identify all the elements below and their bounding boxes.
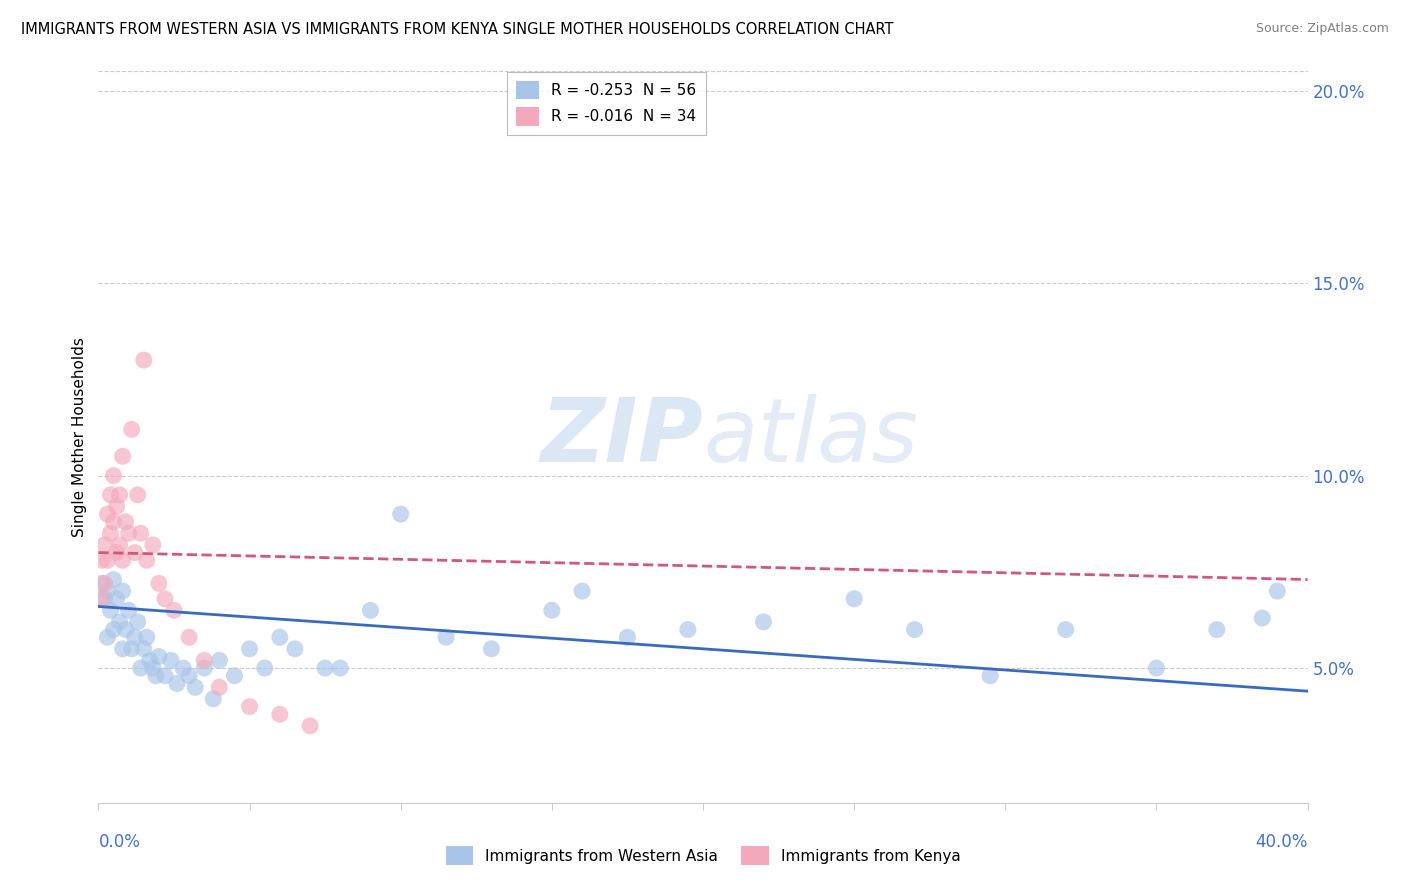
Point — [105, 500, 128, 514]
Point — [114, 623, 136, 637]
Point — [90, 591, 112, 606]
Point — [148, 649, 170, 664]
Point — [105, 545, 128, 559]
Point — [179, 669, 201, 683]
Point — [96, 507, 118, 521]
Point — [111, 450, 134, 464]
Text: ZIP: ZIP — [540, 393, 703, 481]
Point — [111, 584, 134, 599]
Point — [904, 623, 927, 637]
Point — [752, 615, 775, 629]
Point — [299, 719, 322, 733]
Point — [1144, 661, 1167, 675]
Point — [142, 538, 165, 552]
Point — [108, 615, 131, 629]
Point — [100, 603, 122, 617]
Point — [132, 353, 155, 368]
Point — [540, 603, 562, 617]
Point — [1206, 623, 1229, 637]
Point — [103, 573, 125, 587]
Point — [114, 515, 136, 529]
Point — [269, 707, 291, 722]
Point — [103, 468, 125, 483]
Point — [1267, 584, 1289, 599]
Point — [103, 515, 125, 529]
Point — [96, 630, 118, 644]
Point — [208, 653, 231, 667]
Point — [148, 576, 170, 591]
Point — [132, 641, 155, 656]
Point — [118, 603, 141, 617]
Point — [224, 669, 246, 683]
Point — [166, 676, 188, 690]
Point — [676, 623, 699, 637]
Text: Source: ZipAtlas.com: Source: ZipAtlas.com — [1256, 22, 1389, 36]
Point — [93, 538, 115, 552]
Point — [135, 630, 157, 644]
Point — [142, 661, 165, 675]
Point — [90, 553, 112, 567]
Point — [139, 653, 162, 667]
Point — [179, 630, 201, 644]
Point — [314, 661, 336, 675]
Point — [160, 653, 183, 667]
Point — [269, 630, 291, 644]
Point — [1054, 623, 1077, 637]
Point — [129, 526, 152, 541]
Point — [100, 488, 122, 502]
Point — [208, 681, 231, 695]
Text: 40.0%: 40.0% — [1256, 833, 1308, 851]
Point — [253, 661, 276, 675]
Legend: Immigrants from Western Asia, Immigrants from Kenya: Immigrants from Western Asia, Immigrants… — [440, 840, 966, 871]
Y-axis label: Single Mother Households: Single Mother Households — [72, 337, 87, 537]
Point — [172, 661, 194, 675]
Point — [239, 699, 262, 714]
Point — [103, 623, 125, 637]
Point — [118, 526, 141, 541]
Point — [193, 661, 215, 675]
Point — [434, 630, 457, 644]
Text: 0.0%: 0.0% — [98, 833, 141, 851]
Point — [329, 661, 352, 675]
Point — [979, 669, 1001, 683]
Point — [96, 553, 118, 567]
Point — [616, 630, 638, 644]
Point — [127, 615, 149, 629]
Point — [93, 576, 115, 591]
Point — [127, 488, 149, 502]
Point — [844, 591, 866, 606]
Point — [389, 507, 412, 521]
Text: atlas: atlas — [703, 394, 918, 480]
Point — [111, 641, 134, 656]
Point — [571, 584, 593, 599]
Point — [96, 584, 118, 599]
Point — [153, 591, 176, 606]
Point — [184, 681, 207, 695]
Point — [135, 553, 157, 567]
Point — [90, 576, 112, 591]
Point — [481, 641, 503, 656]
Point — [124, 630, 146, 644]
Point — [163, 603, 186, 617]
Point — [284, 641, 307, 656]
Point — [105, 591, 128, 606]
Point — [129, 661, 152, 675]
Point — [93, 591, 115, 606]
Point — [108, 538, 131, 552]
Text: IMMIGRANTS FROM WESTERN ASIA VS IMMIGRANTS FROM KENYA SINGLE MOTHER HOUSEHOLDS C: IMMIGRANTS FROM WESTERN ASIA VS IMMIGRAN… — [21, 22, 894, 37]
Point — [1251, 611, 1274, 625]
Point — [108, 488, 131, 502]
Point — [111, 553, 134, 567]
Point — [145, 669, 167, 683]
Point — [239, 641, 262, 656]
Point — [193, 653, 215, 667]
Point — [121, 641, 143, 656]
Point — [121, 422, 143, 436]
Point — [100, 526, 122, 541]
Point — [124, 545, 146, 559]
Point — [153, 669, 176, 683]
Point — [202, 691, 225, 706]
Legend: R = -0.253  N = 56, R = -0.016  N = 34: R = -0.253 N = 56, R = -0.016 N = 34 — [508, 71, 706, 135]
Point — [360, 603, 382, 617]
